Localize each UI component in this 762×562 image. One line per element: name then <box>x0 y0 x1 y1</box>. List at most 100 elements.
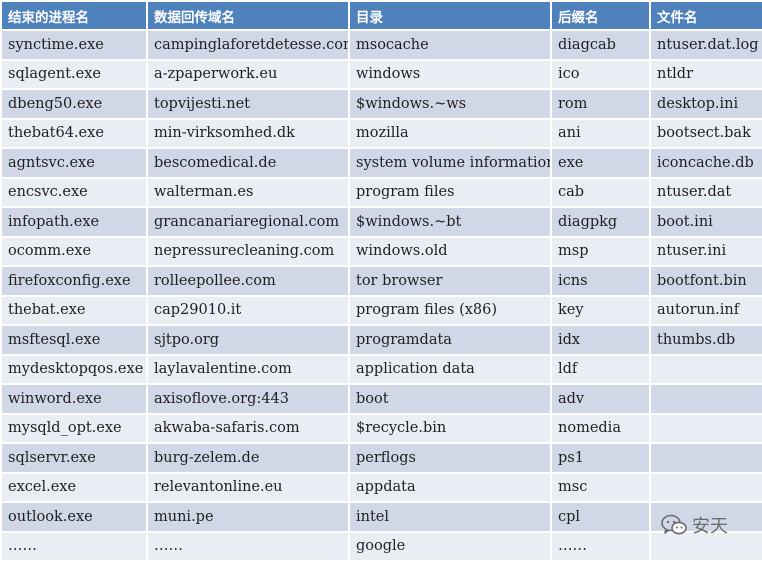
directory-cell: program files <box>350 178 550 206</box>
filename-cell: ntldr <box>651 60 762 88</box>
process-name-cell: excel.exe <box>2 473 146 501</box>
extension-cell: msc <box>552 473 649 501</box>
directory-cell: $recycle.bin <box>350 414 550 442</box>
extension-cell: diagcab <box>552 31 649 59</box>
process-name-cell: thebat.exe <box>2 296 146 324</box>
extension-cell: key <box>552 296 649 324</box>
extension-cell: cpl <box>552 503 649 531</box>
filename-cell: autorun.inf <box>651 296 762 324</box>
domain-cell: nepressurecleaning.com <box>148 237 348 265</box>
filename-cell <box>651 444 762 472</box>
process-name-cell: dbeng50.exe <box>2 90 146 118</box>
domain-cell: a-zpaperwork.eu <box>148 60 348 88</box>
header-directory: 目录 <box>350 2 550 29</box>
process-name-cell: synctime.exe <box>2 31 146 59</box>
header-domain: 数据回传域名 <box>148 2 348 29</box>
extension-cell: ani <box>552 119 649 147</box>
directory-cell: programdata <box>350 326 550 354</box>
table-row: firefoxconfig.exe rolleepollee.com tor bro… <box>2 267 762 295</box>
header-process-name: 结束的进程名 <box>2 2 146 29</box>
process-name-cell: agntsvc.exe <box>2 149 146 177</box>
process-name-cell: sqlservr.exe <box>2 444 146 472</box>
table-row: encsvc.exe walterman.es program files cab nt… <box>2 178 762 206</box>
directory-cell: $windows.~ws <box>350 90 550 118</box>
directory-cell: application data <box>350 355 550 383</box>
extension-cell: ico <box>552 60 649 88</box>
process-name-cell: infopath.exe <box>2 208 146 236</box>
process-name-cell: mysqld_opt.exe <box>2 414 146 442</box>
table-row: sqlservr.exe burg-zelem.de perflogs ps1 <box>2 444 762 472</box>
extension-cell: cab <box>552 178 649 206</box>
directory-cell: tor browser <box>350 267 550 295</box>
filename-cell <box>651 473 762 501</box>
table-row: ………… google…… <box>2 532 762 560</box>
table-row: agntsvc.exe bescomedical.de system volume … <box>2 149 762 177</box>
domain-cell: muni.pe <box>148 503 348 531</box>
directory-cell: intel <box>350 503 550 531</box>
process-name-cell: encsvc.exe <box>2 178 146 206</box>
directory-cell: google <box>350 532 550 560</box>
domain-cell: min-virksomhed.dk <box>148 119 348 147</box>
domain-cell: topvijesti.net <box>148 90 348 118</box>
extension-cell: diagpkg <box>552 208 649 236</box>
table-row: ocomm.exe nepressurecleaning.com windows.o… <box>2 237 762 265</box>
filename-cell <box>651 414 762 442</box>
directory-cell: windows.old <box>350 237 550 265</box>
domain-cell: burg-zelem.de <box>148 444 348 472</box>
filename-cell: ntuser.ini <box>651 237 762 265</box>
process-name-cell: winword.exe <box>2 385 146 413</box>
table-row: thebat.exe cap29010.it program files (x86)… <box>2 296 762 324</box>
table-row: dbeng50.exe topvijesti.net $windows.~ws rom… <box>2 90 762 118</box>
directory-cell: boot <box>350 385 550 413</box>
domain-cell: campinglaforetdetesse.com <box>148 31 348 59</box>
header-filename: 文件名 <box>651 2 762 29</box>
table-row: synctime.exe campinglaforetdetesse.com mso… <box>2 31 762 59</box>
filename-cell: desktop.ini <box>651 90 762 118</box>
directory-cell: system volume information <box>350 149 550 177</box>
header-extension: 后缀名 <box>552 2 649 29</box>
domain-cell: grancanariaregional.com <box>148 208 348 236</box>
table-row: outlook.exe muni.pe intel cpl <box>2 503 762 531</box>
domain-cell: relevantonline.eu <box>148 473 348 501</box>
table-row: msftesql.exe sjtpo.org programdata idx thumb… <box>2 326 762 354</box>
extension-cell: msp <box>552 237 649 265</box>
directory-cell: mozilla <box>350 119 550 147</box>
extension-cell: rom <box>552 90 649 118</box>
extension-cell: nomedia <box>552 414 649 442</box>
process-name-cell: …… <box>2 532 146 560</box>
process-name-cell: msftesql.exe <box>2 326 146 354</box>
extension-cell: idx <box>552 326 649 354</box>
table-row: sqlagent.exe a-zpaperwork.eu windows ico ntl… <box>2 60 762 88</box>
table-row: infopath.exe grancanariaregional.com $wind… <box>2 208 762 236</box>
process-name-cell: outlook.exe <box>2 503 146 531</box>
table-row: excel.exe relevantonline.eu appdata msc <box>2 473 762 501</box>
table-row: mysqld_opt.exe akwaba-safaris.com $recycle… <box>2 414 762 442</box>
process-name-cell: sqlagent.exe <box>2 60 146 88</box>
extension-cell: icns <box>552 267 649 295</box>
filename-cell <box>651 532 762 560</box>
filename-cell: ntuser.dat <box>651 178 762 206</box>
table-header-row: 结束的进程名 数据回传域名 目录 后缀名 文件名 <box>2 2 762 29</box>
domain-cell: rolleepollee.com <box>148 267 348 295</box>
directory-cell: appdata <box>350 473 550 501</box>
filename-cell: iconcache.db <box>651 149 762 177</box>
domain-cell: laylavalentine.com <box>148 355 348 383</box>
wechat-icon <box>661 514 687 536</box>
process-name-cell: thebat64.exe <box>2 119 146 147</box>
table-body: synctime.exe campinglaforetdetesse.com mso… <box>2 31 762 560</box>
process-name-cell: mydesktopqos.exe <box>2 355 146 383</box>
process-name-cell: ocomm.exe <box>2 237 146 265</box>
filename-cell <box>651 503 762 531</box>
domain-cell: axisoflove.org:443 <box>148 385 348 413</box>
extension-cell: ps1 <box>552 444 649 472</box>
directory-cell: $windows.~bt <box>350 208 550 236</box>
domain-cell: bescomedical.de <box>148 149 348 177</box>
filename-cell <box>651 355 762 383</box>
directory-cell: perflogs <box>350 444 550 472</box>
extension-cell: exe <box>552 149 649 177</box>
domain-cell: sjtpo.org <box>148 326 348 354</box>
table-row: winword.exe axisoflove.org:443 boot adv <box>2 385 762 413</box>
process-name-cell: firefoxconfig.exe <box>2 267 146 295</box>
filename-cell: thumbs.db <box>651 326 762 354</box>
